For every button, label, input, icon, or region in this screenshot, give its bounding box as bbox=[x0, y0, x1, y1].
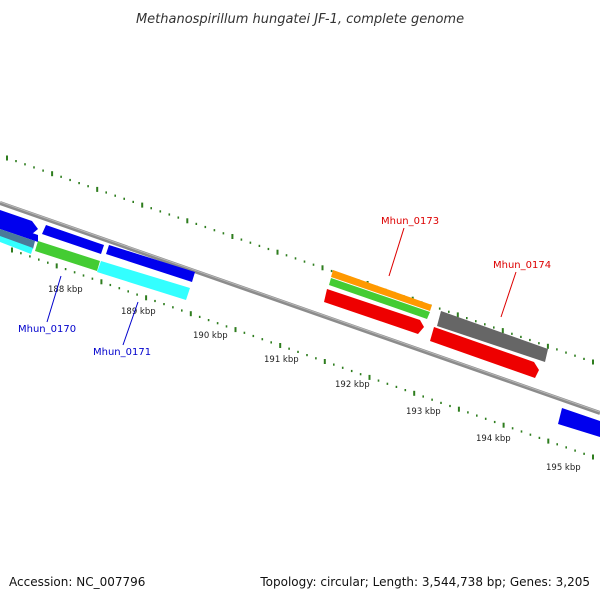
label-leader-170 bbox=[46, 275, 62, 323]
label-leader-171 bbox=[122, 301, 139, 346]
gene-arrow-orange-173[interactable] bbox=[331, 270, 432, 311]
gene-arrow-cyan-left[interactable] bbox=[0, 236, 33, 254]
label-leader-173 bbox=[388, 227, 405, 277]
gene-arrow-steel-left[interactable] bbox=[0, 229, 35, 249]
gene-label-mhun-0173[interactable]: Mhun_0173 bbox=[381, 216, 439, 227]
kbp-label: 190 kbp bbox=[193, 331, 228, 341]
kbp-label: 189 kbp bbox=[121, 307, 156, 317]
gene-arrow-blue-left-2[interactable] bbox=[0, 222, 38, 242]
kbp-label: 194 kbp bbox=[476, 434, 511, 444]
gene-arrow-gray-174[interactable] bbox=[437, 311, 548, 362]
gene-arrow-red-174b[interactable] bbox=[430, 327, 539, 378]
gene-arrow-cyan-171[interactable] bbox=[97, 261, 190, 300]
gene-arrow-green-170[interactable] bbox=[35, 241, 100, 271]
gene-arrow-blue-right[interactable] bbox=[558, 408, 600, 437]
genome-backbone bbox=[0, 201, 600, 415]
gene-arrow-red-172[interactable] bbox=[324, 289, 424, 334]
gene-arrow-blue-168[interactable] bbox=[42, 225, 104, 254]
map-title: Methanospirillum hungatei JF-1, complete… bbox=[136, 12, 464, 27]
kbp-label: 188 kbp bbox=[48, 285, 83, 295]
inner-scale-ticks bbox=[11, 247, 594, 460]
kbp-label: 195 kbp bbox=[546, 463, 581, 473]
gene-arrow-blue-169[interactable] bbox=[106, 245, 195, 282]
gene-arrow-green-173[interactable] bbox=[329, 278, 430, 319]
gene-label-mhun-0174[interactable]: Mhun_0174 bbox=[493, 260, 551, 271]
gene-arrow-blue-left-1[interactable] bbox=[0, 210, 38, 234]
genome-backbone-highlight bbox=[0, 201, 600, 413]
gene-label-mhun-0171[interactable]: Mhun_0171 bbox=[93, 347, 151, 358]
accession-text: Accession: NC_007796 bbox=[9, 575, 145, 589]
kbp-label: 193 kbp bbox=[406, 407, 441, 417]
genome-summary-text: Topology: circular; Length: 3,544,738 bp… bbox=[259, 575, 590, 589]
label-leader-174 bbox=[500, 271, 517, 318]
kbp-labels: 188 kbp 189 kbp 190 kbp 191 kbp 192 kbp … bbox=[48, 285, 581, 473]
gene-label-mhun-0170[interactable]: Mhun_0170 bbox=[18, 324, 76, 335]
kbp-label: 191 kbp bbox=[264, 355, 299, 365]
kbp-label: 192 kbp bbox=[335, 380, 370, 390]
